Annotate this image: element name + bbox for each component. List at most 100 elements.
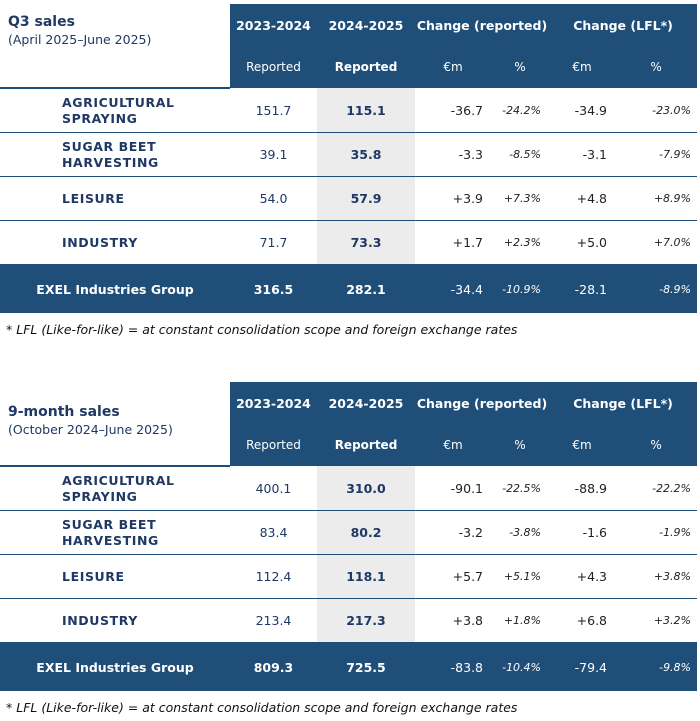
segment-name: LEISURE bbox=[0, 176, 230, 221]
change-lfl-eur: +5.0 bbox=[549, 220, 616, 265]
change-reported-eur: -36.7 bbox=[415, 88, 491, 133]
table-subheader-row: Reported Reported €m % €m % bbox=[0, 46, 698, 88]
value-prev: 39.1 bbox=[230, 132, 317, 177]
value-curr: 310.0 bbox=[317, 466, 415, 511]
value-curr: 80.2 bbox=[317, 510, 415, 555]
total-change-reported-eur: -34.4 bbox=[415, 264, 491, 313]
change-lfl-pct: +8.9% bbox=[615, 176, 698, 221]
subheader-pct-reported: % bbox=[491, 424, 550, 466]
header-year-prev: 2023-2024 bbox=[230, 382, 317, 424]
value-prev: 71.7 bbox=[230, 220, 317, 265]
value-prev: 112.4 bbox=[230, 554, 317, 599]
footnote: * LFL (Like-for-like) = at constant cons… bbox=[6, 322, 518, 337]
total-curr: 725.5 bbox=[317, 642, 415, 691]
total-change-lfl-pct: -8.9% bbox=[615, 264, 698, 313]
subheader-eur-lfl: €m bbox=[549, 46, 616, 88]
total-label: EXEL Industries Group bbox=[0, 264, 230, 313]
segment-name: AGRICULTURAL SPRAYING bbox=[0, 88, 230, 133]
table-header-row: Q3 sales (April 2025–June 2025) 2023-202… bbox=[0, 4, 698, 89]
value-prev: 83.4 bbox=[230, 510, 317, 555]
change-lfl-eur: +4.8 bbox=[549, 176, 616, 221]
value-prev: 213.4 bbox=[230, 598, 317, 643]
change-reported-pct: +2.3% bbox=[491, 220, 550, 265]
table-subtitle: (October 2024–June 2025) bbox=[8, 422, 173, 437]
total-prev: 809.3 bbox=[230, 642, 317, 691]
table-subtitle: (April 2025–June 2025) bbox=[8, 32, 152, 47]
table-row: AGRICULTURAL SPRAYING 151.7 115.1 -36.7 -… bbox=[0, 88, 698, 133]
total-change-reported-eur: -83.8 bbox=[415, 642, 491, 691]
total-label: EXEL Industries Group bbox=[0, 642, 230, 691]
change-reported-eur: +1.7 bbox=[415, 220, 491, 265]
segment-name: SUGAR BEET HARVESTING bbox=[0, 510, 230, 555]
total-row: EXEL Industries Group 316.5 282.1 -34.4 … bbox=[0, 264, 698, 313]
change-reported-eur: -90.1 bbox=[415, 466, 491, 511]
change-lfl-eur: -34.9 bbox=[549, 88, 616, 133]
value-curr: 115.1 bbox=[317, 88, 415, 133]
table-title-cell: 9-month sales (October 2024–June 2025) bbox=[0, 382, 230, 467]
change-reported-pct: -8.5% bbox=[491, 132, 550, 177]
change-reported-pct: -3.8% bbox=[491, 510, 550, 555]
change-reported-eur: +3.8 bbox=[415, 598, 491, 643]
subheader-reported-curr: Reported bbox=[317, 424, 415, 466]
subheader-pct-lfl: % bbox=[615, 46, 698, 88]
nine-month-sales-section: 9-month sales (October 2024–June 2025) 2… bbox=[0, 382, 700, 691]
segment-name-line1: AGRICULTURAL bbox=[62, 472, 175, 488]
table-title: 9-month sales bbox=[8, 404, 120, 420]
change-reported-eur: -3.2 bbox=[415, 510, 491, 555]
change-lfl-pct: -22.2% bbox=[615, 466, 698, 511]
change-reported-pct: +7.3% bbox=[491, 176, 550, 221]
table-title-cell: Q3 sales (April 2025–June 2025) bbox=[0, 4, 230, 89]
change-lfl-pct: -23.0% bbox=[615, 88, 698, 133]
change-reported-eur: +5.7 bbox=[415, 554, 491, 599]
table-row: INDUSTRY 213.4 217.3 +3.8 +1.8% +6.8 +3.… bbox=[0, 598, 698, 643]
header-change-lfl: Change (LFL*) bbox=[549, 4, 698, 46]
segment-name: SUGAR BEET HARVESTING bbox=[0, 132, 230, 177]
change-lfl-pct: -1.9% bbox=[615, 510, 698, 555]
change-reported-pct: -24.2% bbox=[491, 88, 550, 133]
header-change-reported: Change (reported) bbox=[415, 382, 550, 424]
subheader-reported-prev: Reported bbox=[230, 46, 317, 88]
change-lfl-pct: +3.2% bbox=[615, 598, 698, 643]
change-lfl-eur: -1.6 bbox=[549, 510, 616, 555]
change-lfl-eur: +4.3 bbox=[549, 554, 616, 599]
table-row: INDUSTRY 71.7 73.3 +1.7 +2.3% +5.0 +7.0% bbox=[0, 220, 698, 265]
subheader-pct-lfl: % bbox=[615, 424, 698, 466]
header-year-prev: 2023-2024 bbox=[230, 4, 317, 46]
value-curr: 217.3 bbox=[317, 598, 415, 643]
table-row: LEISURE 112.4 118.1 +5.7 +5.1% +4.3 +3.8… bbox=[0, 554, 698, 599]
q3-sales-section: Q3 sales (April 2025–June 2025) 2023-202… bbox=[0, 4, 700, 313]
segment-name-line1: AGRICULTURAL bbox=[62, 94, 175, 110]
value-prev: 400.1 bbox=[230, 466, 317, 511]
subheader-pct-reported: % bbox=[491, 46, 550, 88]
header-year-curr: 2024-2025 bbox=[317, 382, 415, 424]
table-subheader-row: Reported Reported €m % €m % bbox=[0, 424, 698, 466]
change-lfl-eur: -88.9 bbox=[549, 466, 616, 511]
footnote: * LFL (Like-for-like) = at constant cons… bbox=[6, 700, 518, 715]
change-lfl-pct: -7.9% bbox=[615, 132, 698, 177]
change-reported-pct: +1.8% bbox=[491, 598, 550, 643]
subheader-reported-curr: Reported bbox=[317, 46, 415, 88]
table-row: AGRICULTURAL SPRAYING 400.1 310.0 -90.1 -… bbox=[0, 466, 698, 511]
total-change-lfl-eur: -28.1 bbox=[549, 264, 616, 313]
value-curr: 35.8 bbox=[317, 132, 415, 177]
total-change-reported-pct: -10.9% bbox=[491, 264, 550, 313]
change-lfl-pct: +3.8% bbox=[615, 554, 698, 599]
total-prev: 316.5 bbox=[230, 264, 317, 313]
value-curr: 73.3 bbox=[317, 220, 415, 265]
segment-name-line1: SUGAR BEET bbox=[62, 516, 157, 532]
value-curr: 57.9 bbox=[317, 176, 415, 221]
header-change-reported: Change (reported) bbox=[415, 4, 550, 46]
total-change-lfl-pct: -9.8% bbox=[615, 642, 698, 691]
header-year-curr: 2024-2025 bbox=[317, 4, 415, 46]
table-title: Q3 sales bbox=[8, 14, 75, 30]
subheader-reported-prev: Reported bbox=[230, 424, 317, 466]
segment-name: INDUSTRY bbox=[0, 598, 230, 643]
total-change-lfl-eur: -79.4 bbox=[549, 642, 616, 691]
total-row: EXEL Industries Group 809.3 725.5 -83.8 … bbox=[0, 642, 698, 691]
value-prev: 151.7 bbox=[230, 88, 317, 133]
segment-name-line2: HARVESTING bbox=[62, 154, 159, 170]
value-curr: 118.1 bbox=[317, 554, 415, 599]
value-prev: 54.0 bbox=[230, 176, 317, 221]
segment-name: AGRICULTURAL SPRAYING bbox=[0, 466, 230, 511]
subheader-eur-reported: €m bbox=[415, 46, 491, 88]
